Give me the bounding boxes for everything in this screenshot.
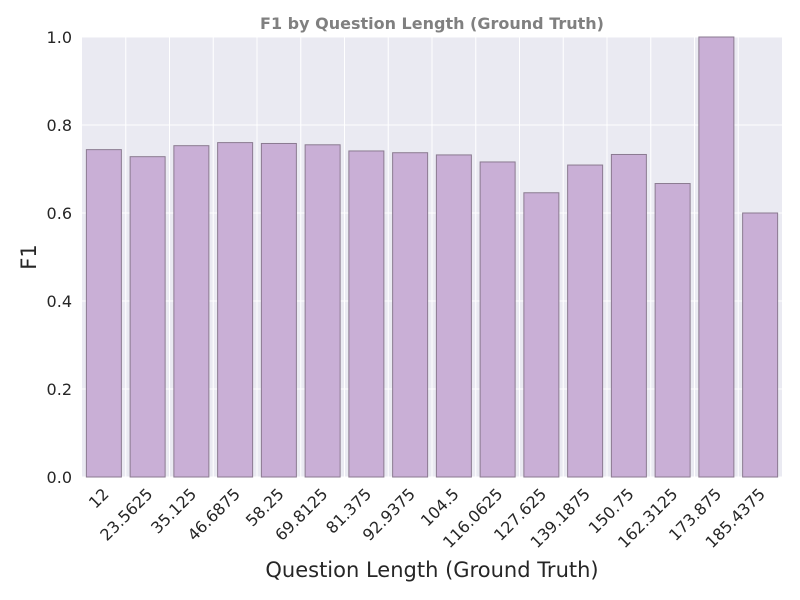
bar bbox=[260, 142, 297, 478]
bar bbox=[85, 149, 122, 478]
bar bbox=[435, 154, 472, 478]
x-tick-labels: 1223.562535.12546.687558.2569.812581.375… bbox=[85, 484, 769, 551]
bar bbox=[567, 164, 604, 478]
bar bbox=[479, 161, 516, 478]
y-tick-label: 0.0 bbox=[47, 468, 72, 487]
y-tick-label: 1.0 bbox=[47, 28, 72, 47]
bar bbox=[523, 192, 560, 478]
bar bbox=[217, 142, 254, 478]
bar bbox=[129, 156, 166, 478]
bar bbox=[742, 212, 779, 478]
bar bbox=[173, 145, 210, 478]
x-tick-label: 12 bbox=[85, 484, 113, 512]
y-tick-label: 0.8 bbox=[47, 116, 72, 135]
y-tick-label: 0.4 bbox=[47, 292, 72, 311]
bar bbox=[698, 36, 735, 478]
bar bbox=[610, 153, 647, 478]
bar bbox=[304, 144, 341, 478]
chart-title: F1 by Question Length (Ground Truth) bbox=[260, 14, 604, 33]
x-axis-label: Question Length (Ground Truth) bbox=[265, 558, 598, 582]
y-axis-label: F1 bbox=[17, 244, 41, 269]
bar bbox=[392, 152, 429, 478]
bars bbox=[85, 36, 779, 478]
y-tick-label: 0.2 bbox=[47, 380, 72, 399]
y-tick-labels: 0.0 0.2 0.4 0.6 0.8 1.0 bbox=[47, 28, 72, 487]
bar bbox=[654, 183, 691, 478]
y-tick-label: 0.6 bbox=[47, 204, 72, 223]
bar bbox=[348, 150, 385, 478]
